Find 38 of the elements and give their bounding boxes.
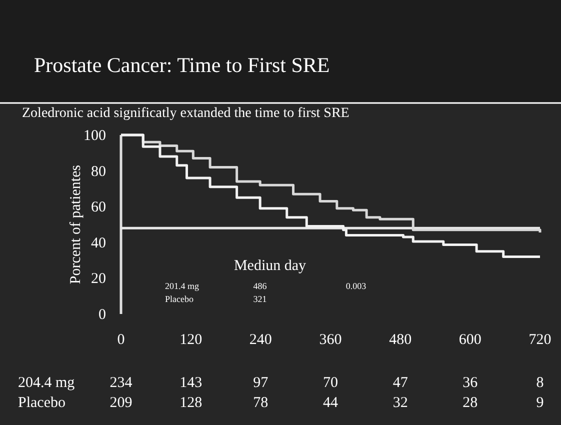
y-tick-label: 60 xyxy=(91,200,106,216)
annotation: 0.003 xyxy=(346,281,367,291)
text: 78 xyxy=(253,395,268,411)
text: 8 xyxy=(536,375,544,391)
text: 128 xyxy=(180,395,202,411)
y-axis-title: Porcent of patientes xyxy=(68,164,84,284)
x-tick-label: 240 xyxy=(249,332,272,348)
text: 97 xyxy=(253,375,269,391)
x-tick-label: 360 xyxy=(319,332,342,348)
y-tick-label: 100 xyxy=(84,128,106,144)
y-tick-label: 0 xyxy=(98,307,106,323)
y-tick-label: 20 xyxy=(91,271,106,288)
text: 28 xyxy=(462,395,478,411)
x-tick-label: 600 xyxy=(458,332,482,348)
x-tick-label: 720 xyxy=(528,332,552,348)
x-tick-label: 0 xyxy=(117,332,125,348)
text: 204.4 mg xyxy=(18,375,76,391)
text: 143 xyxy=(180,375,202,391)
y-tick-label: 80 xyxy=(91,164,106,180)
y-tick-label: 40 xyxy=(91,235,106,252)
annotation: Mediun day xyxy=(234,258,307,274)
text: Placebo xyxy=(18,395,66,411)
chart-title: Prostate Cancer: Time to First SRE xyxy=(34,53,330,77)
chart-subtitle: Zoledronic acid significatly extanded the time to first SRE xyxy=(22,106,350,121)
text: 47 xyxy=(392,375,408,391)
annotation: 321 xyxy=(253,294,267,304)
x-tick-label: 120 xyxy=(180,332,202,348)
text: 209 xyxy=(110,395,132,411)
text: 9 xyxy=(536,395,544,411)
annotation: Placebo xyxy=(165,294,194,304)
annotation: 486 xyxy=(253,281,268,291)
text: 70 xyxy=(323,375,338,391)
text: 44 xyxy=(323,395,338,411)
annotation: 201.4 mg xyxy=(165,281,200,291)
text: 32 xyxy=(392,395,408,411)
text: 234 xyxy=(110,375,133,391)
x-tick-label: 480 xyxy=(389,332,412,348)
text: 36 xyxy=(462,375,478,391)
